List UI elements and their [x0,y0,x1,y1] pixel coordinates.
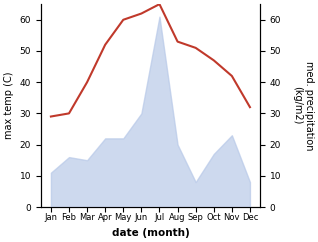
Y-axis label: max temp (C): max temp (C) [4,72,14,139]
Y-axis label: med. precipitation
(kg/m2): med. precipitation (kg/m2) [292,61,314,150]
X-axis label: date (month): date (month) [112,228,189,238]
